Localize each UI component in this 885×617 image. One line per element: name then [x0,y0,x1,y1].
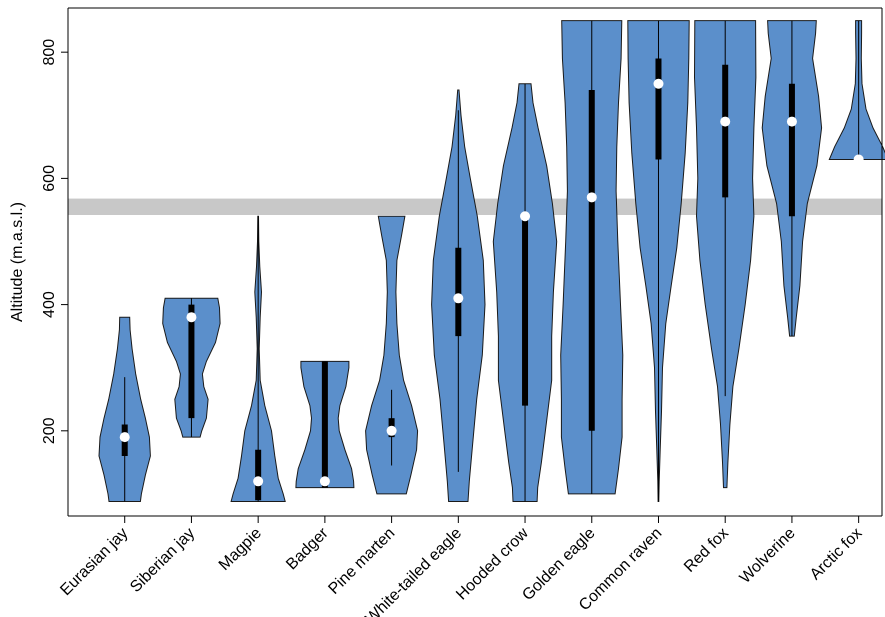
violin-median-dot [253,476,264,487]
violin-red-fox [693,20,757,489]
violins-layer [98,20,885,502]
y-tick-label: 200 [41,417,58,444]
x-tick-label: Magpie [216,525,265,574]
violin-body [365,215,419,495]
violin-golden-eagle [560,20,624,495]
y-tick-label: 600 [41,165,58,192]
violin-body [828,20,885,160]
x-tick-label: Pine marten [325,525,398,598]
x-tick-label: Wolverine [737,525,799,587]
x-tick-label: Badger [283,524,332,573]
x-tick-label: Eurasian jay [57,525,131,599]
violin-median-dot [520,211,531,222]
axes-layer [61,7,883,523]
y-tick-label: 800 [41,39,58,66]
x-tick-label: Red fox [681,525,732,576]
violin-median-dot [720,116,731,127]
violin-median-dot [586,192,597,203]
violin-pine-marten [365,215,419,495]
y-tick-label: 400 [41,291,58,318]
y-axis-title: Altitude (m.a.s.l.) [9,202,26,322]
violin-wolverine [761,20,823,337]
violin-arctic-fox [828,20,885,165]
violin-badger [295,360,355,489]
violin-median-dot [853,154,864,165]
violin-siberian-jay [162,297,221,438]
violin-white-tailed-eagle [431,89,486,502]
violin-median-dot [386,425,397,436]
violin-median-dot [453,293,464,304]
violin-hooded-crow [492,83,558,502]
violin-magpie [230,215,286,502]
x-tick-label: Siberian jay [127,525,198,596]
violin-median-dot [319,476,330,487]
violin-median-dot [186,312,197,323]
violin-median-dot [786,116,797,127]
violin-eurasian-jay [98,316,151,502]
violin-common-raven [627,20,690,502]
violin-median-dot [653,78,664,89]
x-tick-label: Arctic fox [807,525,866,584]
violin-median-dot [119,432,130,443]
